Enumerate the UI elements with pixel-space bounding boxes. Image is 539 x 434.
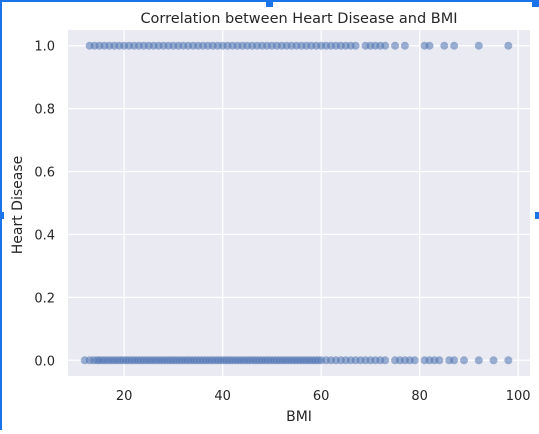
data-point	[460, 356, 468, 365]
resize-handle-top[interactable]	[266, 0, 273, 7]
x-tick-label: 80	[411, 389, 428, 404]
data-points	[80, 41, 513, 365]
data-point	[425, 41, 434, 50]
x-tick-label: 100	[506, 389, 531, 404]
data-point	[391, 41, 400, 50]
resize-handle-top-right[interactable]	[532, 0, 539, 7]
resize-handle-right[interactable]	[535, 212, 539, 219]
y-tick-label: 1.0	[34, 40, 55, 55]
y-tick-label: 0.0	[34, 354, 55, 369]
y-tick-label: 0.8	[34, 103, 55, 118]
y-tick-label: 0.2	[34, 291, 55, 306]
data-point	[435, 356, 444, 365]
data-point	[489, 356, 498, 365]
y-tick-label: 0.6	[34, 166, 55, 181]
data-point	[381, 41, 390, 50]
x-tick-label: 20	[116, 389, 133, 404]
data-point	[351, 41, 360, 50]
chart-title: Correlation between Heart Disease and BM…	[140, 11, 457, 27]
data-point	[450, 41, 459, 50]
data-point	[440, 41, 449, 50]
resize-handle-left[interactable]	[0, 212, 4, 219]
data-point	[474, 356, 483, 365]
x-axis-label: BMI	[286, 409, 312, 425]
y-tick-labels: 0.0 0.2 0.4 0.6 0.8 1.0	[34, 40, 55, 370]
plot-background	[68, 30, 530, 376]
y-axis-label: Heart Disease	[10, 156, 26, 254]
x-tick-label: 60	[313, 389, 330, 404]
data-point	[474, 41, 483, 50]
data-point	[381, 356, 390, 365]
y-tick-label: 0.4	[34, 228, 55, 243]
data-point	[400, 41, 409, 50]
x-tick-labels: 20 40 60 80 100	[116, 389, 531, 404]
data-point	[410, 356, 419, 365]
data-point	[504, 41, 513, 50]
x-tick-label: 40	[214, 389, 231, 404]
data-point	[504, 356, 513, 365]
data-point	[450, 356, 459, 365]
